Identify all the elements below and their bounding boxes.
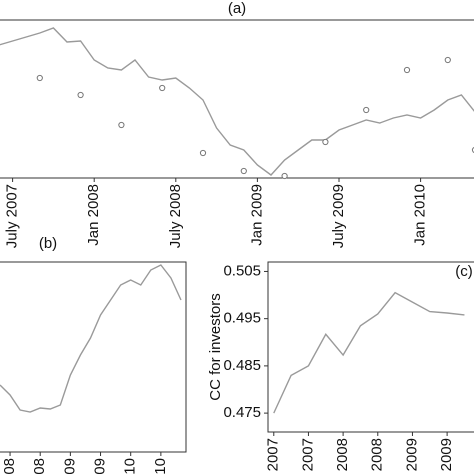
x-tick-label: 2009 bbox=[403, 438, 420, 471]
x-tick-label: 2007 bbox=[265, 438, 282, 471]
data-point bbox=[403, 66, 411, 74]
data-point bbox=[36, 74, 43, 82]
data-line bbox=[0, 264, 182, 413]
data-line bbox=[0, 27, 474, 176]
x-tick-label: Jan 2008 bbox=[85, 184, 102, 246]
chart-title: (c) bbox=[455, 263, 473, 280]
x-tick-label: Jan 2009 bbox=[248, 184, 265, 246]
data-point bbox=[77, 91, 84, 99]
x-tick-label: 2009 bbox=[61, 458, 78, 474]
data-point bbox=[363, 106, 370, 114]
plot-box bbox=[0, 19, 474, 179]
x-tick-label: 2008 bbox=[1, 458, 18, 474]
data-point bbox=[322, 138, 329, 146]
data-line bbox=[273, 291, 465, 414]
x-tick-label: Jan 2010 bbox=[412, 184, 429, 246]
x-tick-label: July 2009 bbox=[330, 184, 347, 248]
y-tick-label: 0.475 bbox=[223, 404, 261, 421]
chart-title: (a) bbox=[228, 0, 246, 17]
x-tick-label: July 2008 bbox=[167, 184, 184, 248]
x-tick-label: 2008 bbox=[369, 438, 386, 471]
y-tick-label: 0.485 bbox=[223, 357, 261, 374]
x-tick-label: 2010 bbox=[122, 458, 139, 474]
x-tick-label: 2008 bbox=[334, 438, 351, 471]
x-tick-label: 2010 bbox=[152, 458, 169, 474]
y-tick-label: 0.505 bbox=[223, 262, 261, 279]
x-tick-label: 2009 bbox=[92, 458, 109, 474]
plot-box bbox=[0, 261, 187, 453]
chart-title: (b) bbox=[39, 235, 57, 252]
x-tick-label: 2009 bbox=[438, 438, 455, 471]
y-tick-label: 0.495 bbox=[223, 310, 261, 327]
x-tick-label: 2008 bbox=[31, 458, 48, 474]
data-point bbox=[159, 84, 166, 92]
plot-box bbox=[267, 261, 474, 433]
data-point bbox=[118, 121, 125, 129]
x-tick-label: 2007 bbox=[299, 438, 316, 471]
data-point bbox=[240, 167, 247, 175]
data-point bbox=[199, 149, 207, 157]
x-tick-label: July 2007 bbox=[4, 184, 21, 248]
data-point bbox=[444, 56, 451, 64]
y-axis-label: CC for investors bbox=[207, 293, 224, 401]
data-point bbox=[281, 172, 288, 180]
